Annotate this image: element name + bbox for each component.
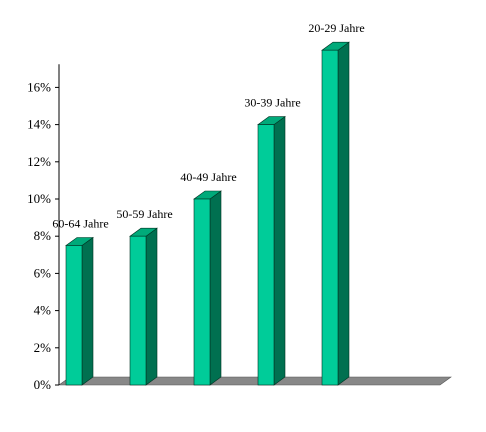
- y-tick-label: 8%: [34, 228, 52, 243]
- bar: [257, 124, 275, 386]
- y-tick-label: 16%: [27, 79, 51, 94]
- bar-side: [273, 116, 286, 386]
- data-label: 30-39 Jahre: [244, 96, 300, 110]
- chart-floor-group: [58, 376, 452, 386]
- y-tick-label: 0%: [34, 377, 52, 392]
- bar: [129, 235, 147, 386]
- chart-floor: [58, 376, 452, 386]
- y-axis-group: 0% 2% 4% 6% 8% 10% 12% 14% 16%: [27, 64, 60, 392]
- data-label: 40-49 Jahre: [180, 170, 236, 184]
- data-labels-group: 60-64 Jahre 50-59 Jahre 40-49 Jahre 30-39 J…: [52, 21, 364, 230]
- data-label: 50-59 Jahre: [116, 207, 172, 221]
- y-tick-label: 4%: [34, 303, 52, 318]
- y-tick-label: 10%: [27, 191, 51, 206]
- y-tick-label: 12%: [27, 154, 51, 169]
- bar: [193, 198, 211, 386]
- bar-side: [81, 236, 94, 386]
- y-tick-label: 14%: [27, 117, 51, 132]
- bar-side: [337, 41, 350, 386]
- bar: [65, 245, 83, 386]
- y-tick-label: 2%: [34, 340, 52, 355]
- bar-side: [209, 190, 222, 386]
- bar-side: [145, 227, 158, 386]
- bar: [321, 49, 339, 386]
- data-label: 60-64 Jahre: [52, 217, 108, 231]
- data-label: 20-29 Jahre: [308, 21, 364, 35]
- y-tick-label: 6%: [34, 265, 52, 280]
- bars-group: [65, 41, 350, 386]
